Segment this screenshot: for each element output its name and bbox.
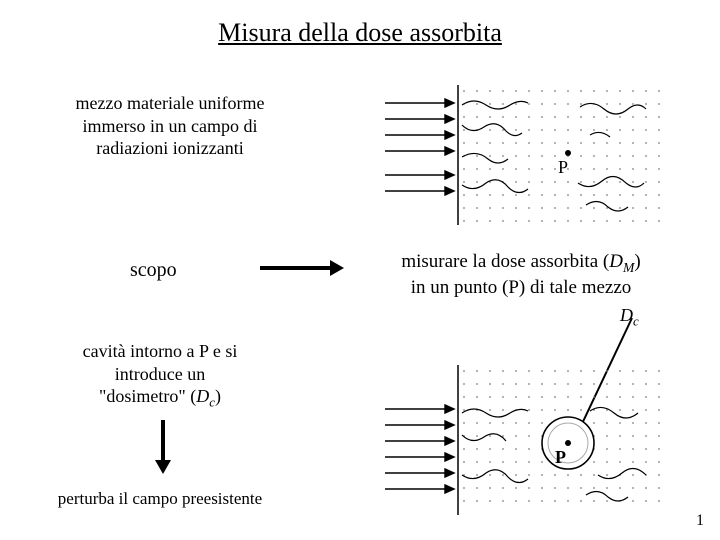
block-mezzo-line2: immerso in un campo di xyxy=(40,115,300,138)
diagram-bottom-svg xyxy=(380,365,670,515)
incoming-arrows-top xyxy=(385,99,454,195)
diagram-top-svg xyxy=(380,85,670,225)
page-title: Misura della dose assorbita xyxy=(0,18,720,48)
arrow-scopo xyxy=(260,260,344,276)
p-label-top: P xyxy=(558,157,568,178)
arrow-down-perturba xyxy=(155,420,171,474)
result-line2: in un punto (P) di tale mezzo xyxy=(356,276,686,300)
cavita-line2: introduce un xyxy=(40,363,280,386)
point-p-top xyxy=(565,150,571,156)
perturba-text: perturba il campo preesistente xyxy=(30,488,290,509)
result-line1: misurare la dose assorbita (DM) xyxy=(356,250,686,276)
block-cavita: cavità intorno a P e si introduce un "do… xyxy=(40,340,280,411)
block-mezzo-line3: radiazioni ionizzanti xyxy=(40,137,300,160)
block-mezzo: mezzo materiale uniforme immerso in un c… xyxy=(40,92,300,160)
cavita-line3: "dosimetro" (Dc) xyxy=(40,385,280,411)
slide-number: 1 xyxy=(696,512,704,530)
diagram-top: P xyxy=(380,85,670,225)
p-label-bottom: P xyxy=(555,447,566,468)
point-p-bottom xyxy=(565,440,571,446)
dc-label: Dc xyxy=(620,305,639,330)
incoming-arrows-bottom xyxy=(385,405,454,493)
block-mezzo-line1: mezzo materiale uniforme xyxy=(40,92,300,115)
diagram-bottom: P xyxy=(380,365,670,515)
cavita-line1: cavità intorno a P e si xyxy=(40,340,280,363)
scopo-label: scopo xyxy=(130,258,177,283)
block-result: misurare la dose assorbita (DM) in un pu… xyxy=(356,250,686,300)
